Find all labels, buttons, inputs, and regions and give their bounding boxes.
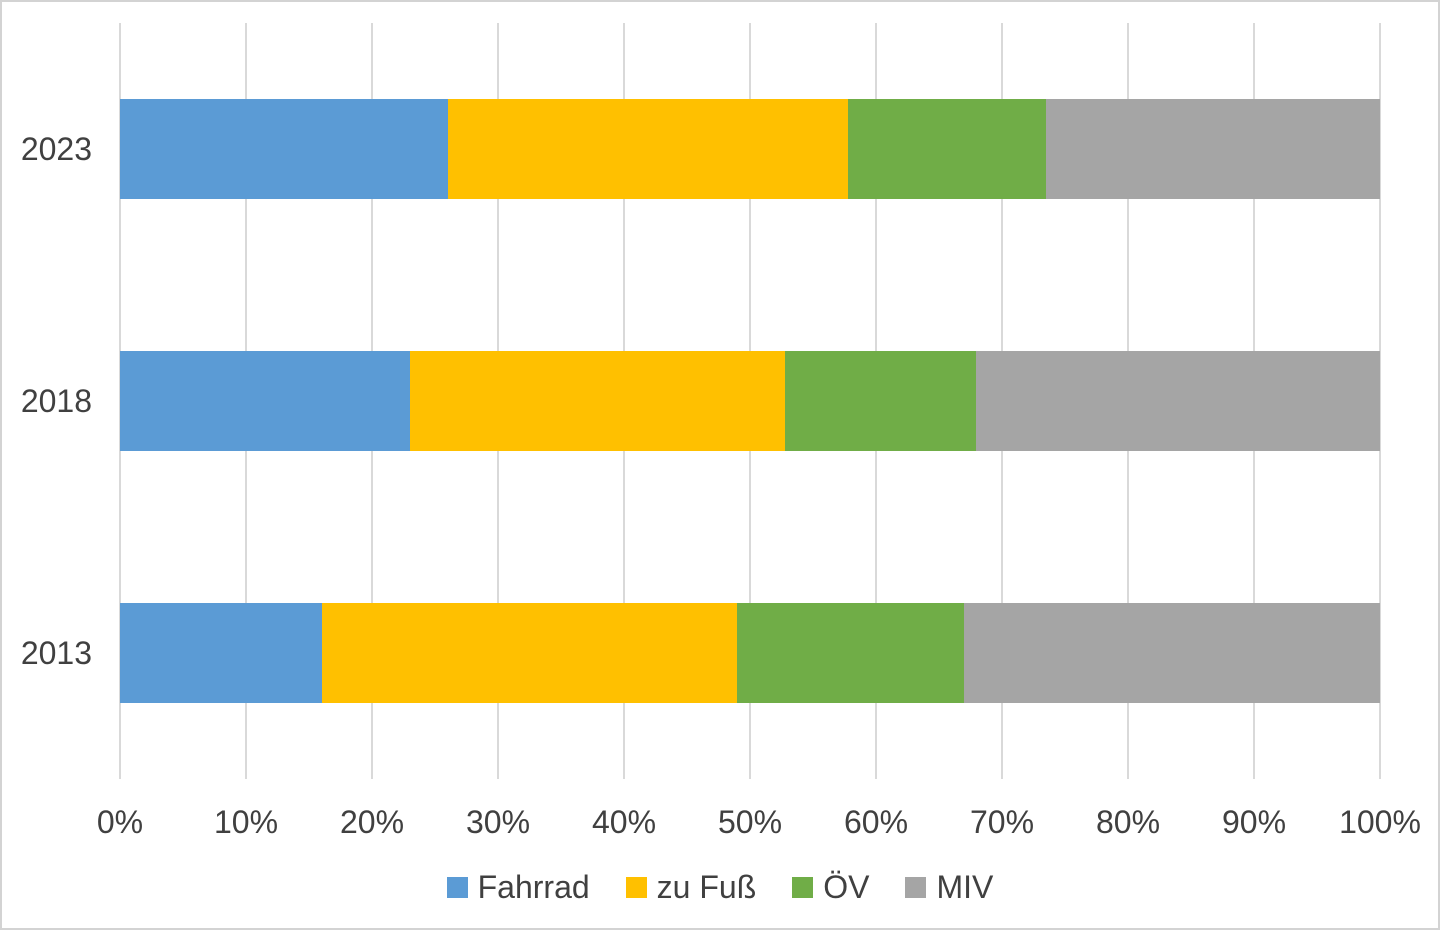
legend-label: Fahrrad	[477, 868, 590, 905]
legend-item-oev: ÖV	[792, 869, 869, 906]
bar-segment-miv	[975, 351, 1380, 451]
x-axis-tick-label: 70%	[969, 804, 1035, 840]
x-axis-tick-label: 40%	[591, 804, 657, 840]
bar-row-2013	[120, 603, 1380, 703]
x-axis-tick-label: 30%	[465, 804, 531, 840]
bar-segment-oev	[785, 351, 976, 451]
bar-segment-fahrrad	[120, 351, 410, 451]
x-axis-tick-label: 100%	[1339, 804, 1421, 840]
x-axis-tick-label: 10%	[213, 804, 279, 840]
bar-segment-fahrrad	[120, 99, 448, 199]
legend-swatch-miv-icon	[905, 876, 927, 898]
legend-label: MIV	[936, 868, 994, 905]
x-axis-tick-label: 80%	[1095, 804, 1161, 840]
bar-segment-oev	[848, 99, 1047, 199]
legend-item-zu-fuss: zu Fuß	[625, 868, 757, 906]
bar-row-2018	[120, 351, 1380, 451]
legend-swatch-oev-icon	[792, 876, 814, 898]
legend-item-miv: MIV	[905, 869, 993, 906]
legend-swatch-zu-fuss-icon	[625, 876, 647, 898]
bar-segment-miv	[964, 603, 1380, 703]
x-axis-tick-label: 20%	[339, 804, 405, 840]
bar-segment-zu-fuss	[409, 351, 786, 451]
bar-segment-miv	[1046, 99, 1380, 199]
y-axis-label: 2023	[20, 130, 92, 167]
bar-row-2023	[120, 99, 1380, 199]
x-axis-tick-label: 90%	[1221, 804, 1287, 840]
bar-segment-zu-fuss	[321, 603, 738, 703]
bar-segment-oev	[737, 603, 965, 703]
plot-area	[119, 23, 1381, 779]
legend: Fahrrad zu Fuß ÖV MIV	[2, 862, 1438, 912]
legend-item-fahrrad: Fahrrad	[446, 868, 590, 906]
x-axis-tick-label: 50%	[717, 804, 783, 840]
x-axis-tick-label: 0%	[96, 804, 144, 840]
y-axis-label: 2013	[20, 634, 92, 671]
legend-label: ÖV	[823, 868, 870, 905]
bar-segment-zu-fuss	[447, 99, 849, 199]
legend-swatch-fahrrad-icon	[446, 876, 468, 898]
y-axis-label: 2018	[20, 382, 92, 419]
gridline	[1379, 23, 1381, 779]
x-axis-tick-label: 60%	[843, 804, 909, 840]
bar-segment-fahrrad	[120, 603, 322, 703]
legend-label: zu Fuß	[656, 868, 757, 905]
